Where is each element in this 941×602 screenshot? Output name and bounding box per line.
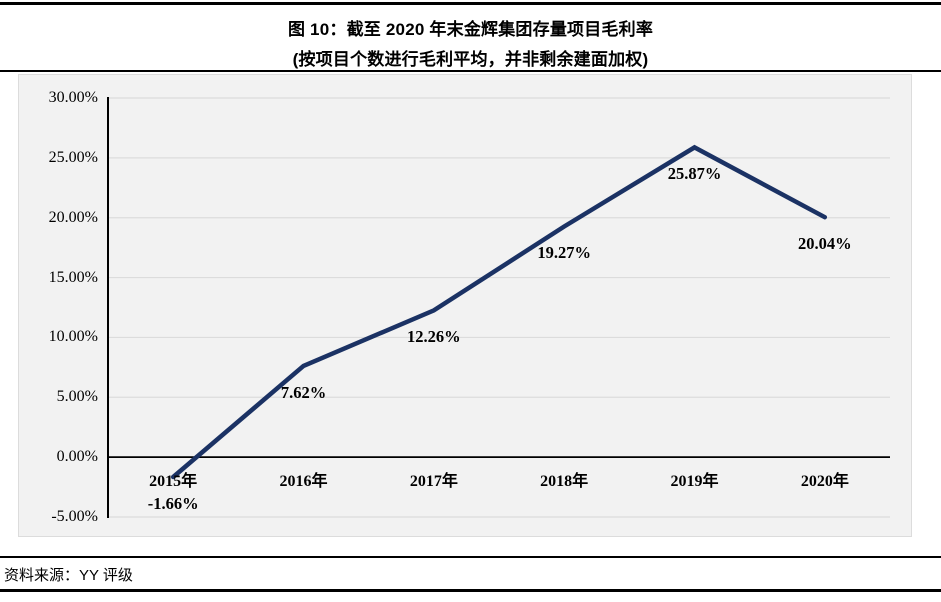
data-point-label: -1.66%	[147, 494, 199, 513]
data-point-label: 19.27%	[537, 243, 591, 263]
x-category-label: 2018年	[540, 473, 589, 490]
y-tick-label: 5.00%	[56, 388, 98, 406]
y-tick-label: -5.00%	[51, 508, 98, 525]
chart-title: 图 10：截至 2020 年末金辉集团存量项目毛利率	[287, 20, 654, 39]
x-category-label: 2019年	[670, 473, 719, 490]
data-point-label: 25.87%	[667, 164, 722, 184]
chart-subtitle: (按项目个数进行毛利平均，并非剩余建面加权)	[292, 50, 649, 69]
x-category-label: 2017年	[409, 473, 458, 490]
y-tick-label: 25.00%	[48, 148, 98, 166]
source-note: 资料来源：YY 评级	[4, 567, 133, 584]
y-tick-label: 30.00%	[48, 89, 98, 106]
y-tick-label: 10.00%	[48, 328, 98, 346]
x-category-label: 2016年	[279, 473, 328, 490]
x-category-label: 2015年	[149, 473, 198, 490]
y-tick-label: 20.00%	[48, 208, 98, 226]
x-category-label: 2020年	[800, 473, 849, 490]
top-divider	[0, 2, 941, 5]
data-point-label: 12.26%	[407, 327, 461, 347]
chart-plot-area	[18, 74, 912, 537]
data-point-label: 7.62%	[280, 382, 327, 402]
footer-divider-top	[0, 556, 941, 558]
y-tick-label: 15.00%	[48, 268, 98, 286]
title-divider	[0, 70, 941, 72]
footer-divider-bottom	[0, 589, 941, 592]
data-point-label: 20.04%	[798, 234, 852, 254]
y-tick-label: 0.00%	[56, 448, 98, 466]
